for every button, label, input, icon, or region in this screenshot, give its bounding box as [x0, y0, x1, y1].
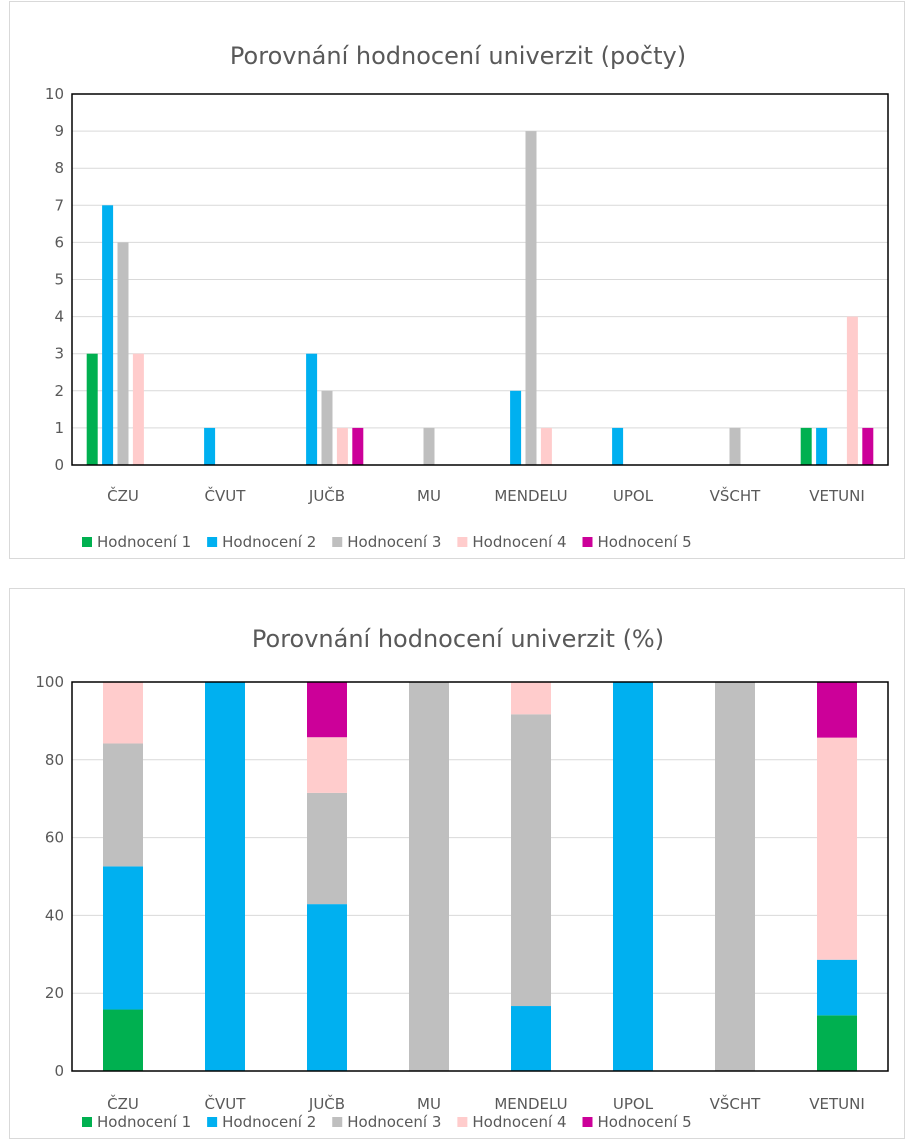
chart-counts: Porovnání hodnocení univerzit (počty) 0 1… [9, 1, 905, 559]
x-tick-label: VŠCHT [710, 1094, 762, 1113]
y-tick-label: 0 [54, 456, 64, 474]
bar-segment [307, 904, 347, 1071]
bar-segment [409, 682, 449, 1071]
bar-segment [817, 959, 857, 1016]
bar [423, 427, 435, 465]
y-tick-label: 9 [54, 122, 64, 140]
y-tick-label: 3 [54, 345, 64, 363]
bar [612, 427, 624, 465]
y-tick-label: 1 [54, 419, 64, 437]
legend-entry: Hodnocení 4 [472, 1113, 566, 1131]
bar [132, 353, 144, 465]
bar [525, 131, 537, 465]
x-tick-label: ČZU [107, 1094, 139, 1113]
legend-swatch [457, 1117, 468, 1127]
legend-entry: Hodnocení 5 [598, 1113, 692, 1131]
bar-segment [715, 682, 755, 1071]
y-tick-label: 20 [45, 984, 64, 1002]
bar-segment [511, 1006, 551, 1071]
legend-entry: Hodnocení 1 [97, 1113, 191, 1131]
bar [729, 427, 741, 465]
x-tick-label: JUČB [308, 486, 345, 505]
legend-entry: Hodnocení 4 [472, 533, 566, 551]
y-tick-label: 2 [54, 382, 64, 400]
bar-segment [307, 792, 347, 905]
chart-title: Porovnání hodnocení univerzit (počty) [230, 42, 686, 70]
chart-counts-svg: Porovnání hodnocení univerzit (počty) 0 1… [45, 42, 889, 551]
bar-segment [205, 682, 245, 1071]
bar [816, 427, 828, 465]
y-tick-label: 4 [54, 308, 64, 326]
bar-segment [613, 682, 653, 1071]
bar [846, 316, 858, 465]
y-tick-label: 7 [54, 196, 64, 214]
bar [352, 427, 364, 465]
bar [862, 427, 874, 465]
x-tick-label: UPOL [613, 1095, 654, 1113]
legend-entry: Hodnocení 5 [598, 533, 692, 551]
y-tick-label: 0 [54, 1062, 64, 1080]
bar [117, 242, 129, 465]
bar [540, 427, 552, 465]
bar [86, 353, 98, 465]
bar [306, 353, 318, 465]
plot-border [71, 681, 889, 1072]
legend-entry: Hodnocení 2 [222, 533, 316, 551]
legend-swatch [582, 537, 593, 547]
y-tick-label: 80 [45, 751, 64, 769]
x-tick-label: MU [417, 1095, 441, 1113]
legend-swatch [82, 1117, 92, 1127]
x-tick-label: JUČB [308, 1094, 345, 1113]
legend-swatch [207, 1117, 218, 1127]
chart-percent-svg: Porovnání hodnocení univerzit (%) 0 20 40 6… [35, 625, 889, 1131]
x-tick-label: ČVUT [205, 486, 247, 505]
legend-swatch [457, 537, 468, 547]
plot-border [71, 93, 889, 466]
x-tick-label: MENDELU [494, 1095, 567, 1113]
legend-swatch [82, 537, 92, 547]
bar-segment [103, 866, 143, 1010]
chart-percent: Porovnání hodnocení univerzit (%) 0 20 40 6… [9, 588, 905, 1139]
x-tick-label: VŠCHT [710, 486, 762, 505]
bar [102, 205, 114, 466]
bar-segment [817, 737, 857, 960]
x-tick-label: ČVUT [205, 1094, 247, 1113]
y-tick-label: 10 [45, 85, 64, 103]
bar-segment [103, 1009, 143, 1071]
bar-segment [511, 682, 551, 715]
bar [800, 427, 812, 465]
legend-swatch [207, 537, 218, 547]
y-tick-label: 6 [54, 233, 64, 251]
y-tick-label: 40 [45, 906, 64, 924]
legend-entry: Hodnocení 3 [347, 533, 441, 551]
x-tick-label: VETUNI [809, 1095, 865, 1113]
bar [321, 390, 333, 465]
chart-title: Porovnání hodnocení univerzit (%) [252, 625, 664, 653]
legend-entry: Hodnocení 1 [97, 533, 191, 551]
legend-entry: Hodnocení 2 [222, 1113, 316, 1131]
bar-segment [103, 743, 143, 867]
bar-segment [103, 682, 143, 744]
bar [204, 427, 216, 465]
bar [336, 427, 348, 465]
x-tick-label: VETUNI [809, 487, 865, 505]
y-tick-label: 60 [45, 829, 64, 847]
legend-swatch [332, 1117, 343, 1127]
y-tick-label: 5 [54, 271, 64, 289]
x-tick-label: ČZU [107, 486, 139, 505]
bar-segment [817, 682, 857, 738]
bar-segment [817, 1015, 857, 1071]
x-tick-label: MENDELU [494, 487, 567, 505]
x-tick-label: UPOL [613, 487, 654, 505]
legend-entry: Hodnocení 3 [347, 1113, 441, 1131]
bar-segment [307, 737, 347, 793]
y-tick-label: 8 [54, 159, 64, 177]
bar [510, 390, 522, 465]
bar-segment [307, 681, 347, 738]
legend-swatch [332, 537, 343, 547]
bar-segment [511, 714, 551, 1007]
legend-swatch [582, 1117, 593, 1127]
y-tick-label: 100 [35, 673, 64, 691]
x-tick-label: MU [417, 487, 441, 505]
